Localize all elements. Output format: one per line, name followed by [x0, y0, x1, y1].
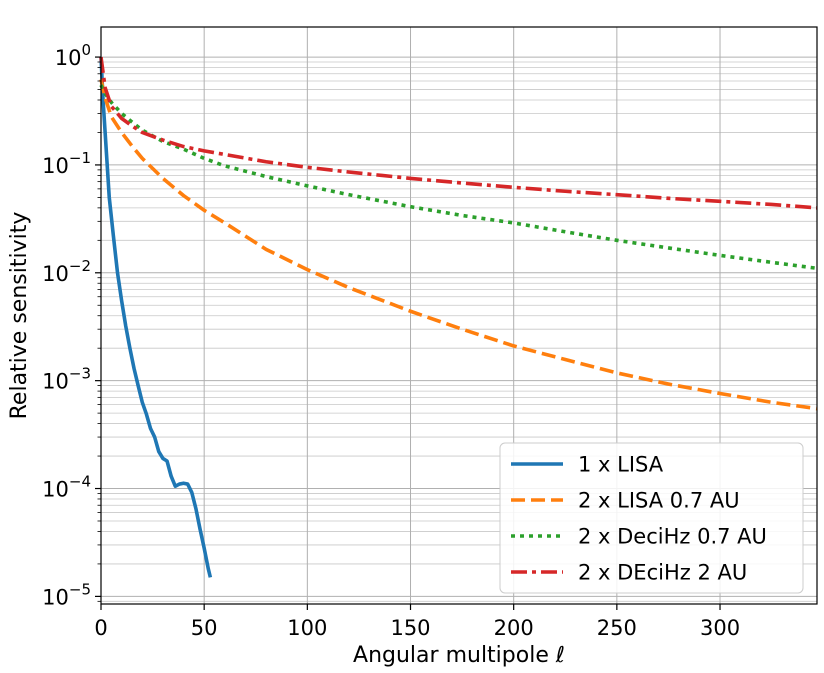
series-line-3	[99, 84, 818, 271]
legend-label-3: 2 x DeciHz 0.7 AU	[578, 525, 767, 549]
legend-label-1: 1 x LISA	[578, 453, 664, 477]
x-axis-label: Angular multipole ℓ	[353, 643, 565, 668]
y-tick-label: 10−4	[42, 473, 91, 502]
x-tick-label: 300	[700, 616, 740, 640]
y-tick-label: 100	[55, 41, 91, 70]
series-line-1	[99, 56, 213, 578]
legend-label-2: 2 x LISA 0.7 AU	[578, 489, 740, 513]
series-group	[99, 56, 818, 578]
grid	[100, 27, 817, 604]
series-line-2	[99, 79, 818, 411]
ticks: 0 50 100 150 200 250 300 100 10−1 10−2 10−3 10−4 10−…	[42, 41, 740, 640]
y-tick-label: 10−5	[42, 580, 91, 609]
y-tick-label: 10−2	[42, 257, 91, 286]
x-tick-label: 200	[494, 616, 534, 640]
y-tick-label: 10−3	[42, 365, 91, 394]
y-axis-label: Relative sensitivity	[7, 212, 32, 420]
x-tick-label: 150	[390, 616, 430, 640]
x-tick-label: 250	[597, 616, 637, 640]
legend: 1 x LISA 2 x LISA 0.7 AU 2 x DeciHz 0.7 AU…	[499, 442, 804, 594]
x-tick-label: 50	[191, 616, 218, 640]
y-tick-label: 10−1	[42, 149, 91, 178]
x-tick-label: 100	[287, 616, 327, 640]
x-tick-label: 0	[94, 616, 107, 640]
legend-label-4: 2 x DEciHz 2 AU	[578, 561, 747, 585]
series-line-4	[99, 56, 818, 210]
legend-box	[499, 442, 804, 594]
